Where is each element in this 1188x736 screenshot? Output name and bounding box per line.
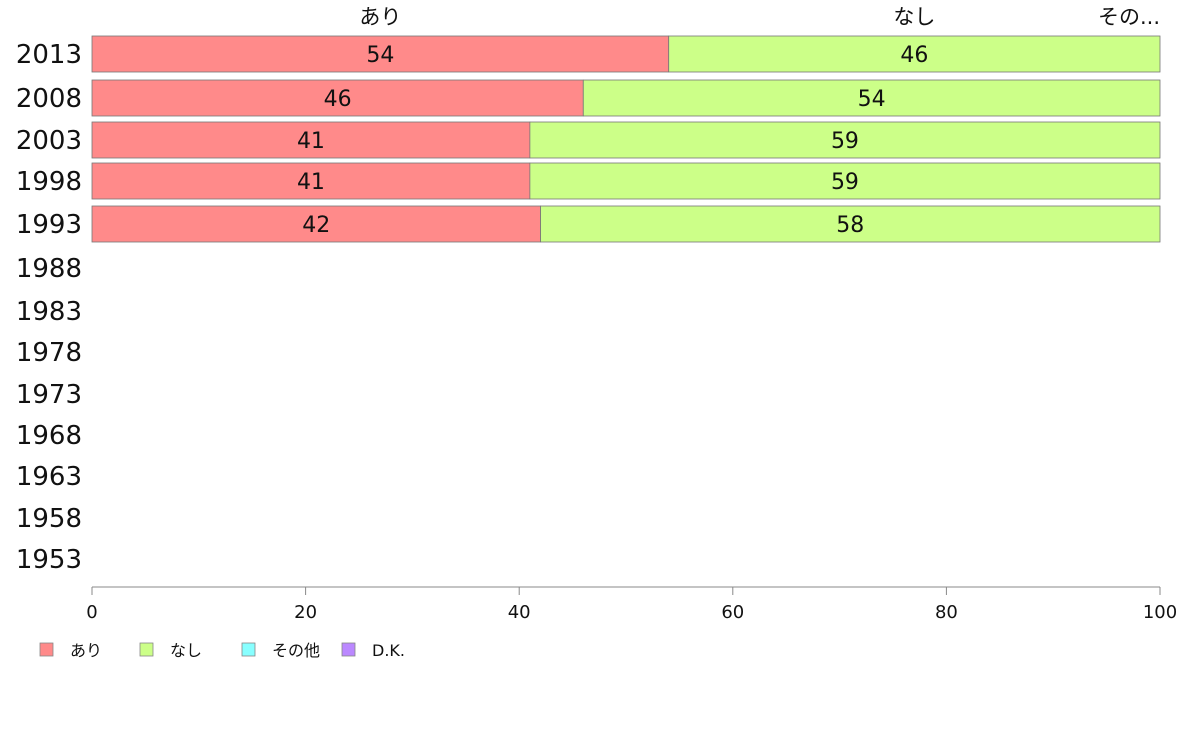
bar-value-label: 59	[831, 170, 859, 195]
x-tick-label: 20	[294, 602, 317, 623]
x-tick-label: 40	[508, 602, 531, 623]
bar-value-label: 54	[858, 87, 886, 112]
x-tick-label: 80	[935, 602, 958, 623]
year-label: 1963	[16, 462, 82, 492]
year-label: 1998	[16, 167, 82, 197]
bars-group: 54 46 46 54 41 59 41 59 42 58	[91, 35, 1161, 243]
bar-segment	[668, 35, 1161, 73]
year-label: 2003	[16, 126, 82, 156]
legend-swatch	[241, 642, 256, 657]
top-series-label: なし	[893, 5, 935, 29]
bar-segment	[91, 79, 584, 117]
legend-label: D.K.	[372, 641, 405, 660]
bar-value-label: 42	[302, 213, 330, 238]
bar-value-label: 54	[366, 43, 394, 68]
x-axis: 0 20 40 60 80 100	[86, 586, 1177, 623]
year-label: 1988	[16, 254, 82, 284]
year-label: 1968	[16, 421, 82, 451]
year-label: 2008	[16, 84, 82, 114]
year-label: 1958	[16, 504, 82, 534]
x-tick-label: 100	[1143, 602, 1177, 623]
bar-segment	[540, 205, 1161, 243]
top-series-label: その...	[1098, 5, 1160, 29]
x-tick-label: 60	[721, 602, 744, 623]
year-label: 1973	[16, 380, 82, 410]
bar-segment	[91, 162, 531, 200]
bar-value-label: 41	[297, 129, 325, 154]
year-axis-labels: 2013 2008 2003 1998 1993 1988 1983 1978 1973 1968…	[16, 40, 82, 575]
bar-value-label: 59	[831, 129, 859, 154]
legend: あり なし その他 D.K.	[39, 641, 405, 660]
legend-label: その他	[272, 641, 320, 660]
bar-segment	[91, 35, 670, 73]
legend-swatch	[139, 642, 154, 657]
bar-segment	[582, 79, 1161, 117]
bar-value-label: 41	[297, 170, 325, 195]
year-label: 1978	[16, 338, 82, 368]
year-label: 1953	[16, 545, 82, 575]
x-tick-label: 0	[86, 602, 97, 623]
year-label: 1983	[16, 297, 82, 327]
legend-label: なし	[170, 641, 202, 660]
bar-value-label: 58	[836, 213, 864, 238]
legend-swatch	[341, 642, 356, 657]
top-series-label: あり	[359, 5, 401, 29]
bar-value-label: 46	[900, 43, 928, 68]
top-series-labels: あり なし その...	[359, 5, 1160, 29]
bar-value-label: 46	[324, 87, 352, 112]
year-label: 1993	[16, 210, 82, 240]
year-label: 2013	[16, 40, 82, 70]
bar-segment	[91, 121, 531, 159]
legend-label: あり	[70, 641, 102, 660]
legend-swatch	[39, 642, 54, 657]
bar-segment	[529, 121, 1161, 159]
bar-segment	[529, 162, 1161, 200]
bar-segment	[91, 205, 541, 243]
